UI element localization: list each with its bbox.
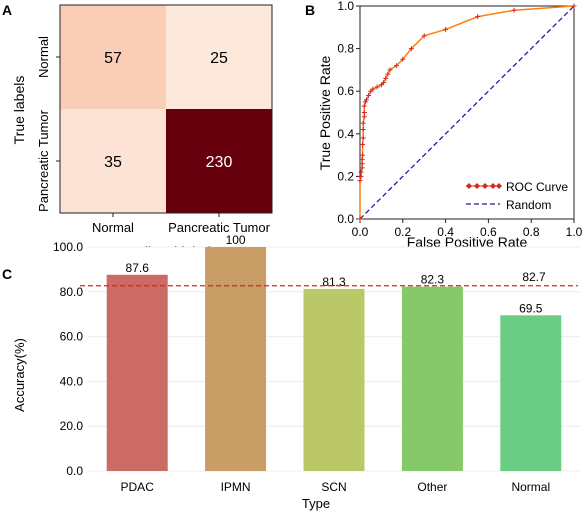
roc-point — [385, 71, 391, 77]
bar-y-tick: 20.0 — [60, 419, 84, 433]
panel-label-a: A — [2, 2, 12, 18]
roc-point — [360, 141, 366, 147]
cm-cell-value: 230 — [206, 154, 233, 171]
bar-value-label: 82.3 — [421, 273, 445, 287]
bar-value-label: 81.3 — [322, 275, 346, 289]
roc-point — [370, 86, 376, 92]
bar-value-label: 100 — [226, 233, 246, 247]
roc-point — [359, 156, 365, 162]
roc-point — [366, 92, 372, 98]
roc-point — [359, 165, 365, 171]
roc-point — [443, 26, 449, 32]
legend-roc-marker — [466, 183, 472, 189]
panel-label-b: B — [305, 2, 315, 18]
roc-random-line — [359, 5, 575, 220]
cm-cell-value: 35 — [104, 154, 122, 171]
roc-y-tick: 0.6 — [337, 84, 354, 98]
bar-ylabel: Accuracy(%) — [12, 338, 27, 412]
bar-y-tick: 80.0 — [60, 285, 84, 299]
bar-y-tick: 40.0 — [60, 374, 84, 388]
roc-point — [374, 84, 380, 90]
bar-y-tick: 100.0 — [53, 240, 83, 254]
cm-cell-value: 57 — [104, 50, 122, 67]
roc-xlabel: False Positive Rate — [407, 234, 528, 250]
bar-x-tick: SCN — [321, 480, 346, 494]
roc-point — [408, 46, 414, 52]
roc-y-tick: 0.0 — [337, 212, 354, 226]
cm-ylabel: True labels — [11, 76, 27, 145]
roc-point — [571, 3, 577, 9]
bar-x-tick: Normal — [511, 480, 550, 494]
bar-y-tick: 60.0 — [60, 330, 84, 344]
roc-point — [360, 120, 366, 126]
roc-y-tick: 0.2 — [337, 169, 354, 183]
roc-point — [511, 7, 517, 13]
roc-point — [361, 110, 367, 115]
bar-xlabel: Type — [302, 496, 330, 511]
legend-roc-marker — [496, 183, 502, 189]
legend-roc-marker — [490, 183, 496, 189]
cm-frame — [59, 4, 273, 214]
bar — [303, 288, 365, 471]
cm-x-tick: Normal — [92, 220, 134, 235]
roc-x-tick: 0.4 — [437, 225, 454, 239]
roc-x-tick: 0.8 — [523, 225, 540, 239]
roc-point — [361, 114, 367, 120]
roc-x-tick: 1.0 — [566, 225, 583, 239]
roc-point — [360, 135, 366, 141]
cm-cell — [166, 5, 272, 109]
cm-cell — [60, 5, 166, 109]
cm-y-tick: Pancreatic Tumor — [36, 109, 51, 212]
roc-point — [360, 152, 366, 158]
bar — [106, 274, 168, 471]
roc-point — [475, 14, 481, 20]
roc-point — [421, 33, 427, 39]
bar-x-tick: IPMN — [221, 480, 251, 494]
cm-x-tick: Pancreatic Tumor — [168, 220, 271, 235]
bar-value-label: 87.6 — [126, 261, 150, 275]
roc-y-tick: 1.0 — [337, 0, 354, 13]
accuracy-bar-chart: 0.0 20.0 40.0 60.0 80.0 100.0 87.6 PDAC 100 IPMN 8… — [53, 233, 580, 494]
bar-value-label: 69.5 — [519, 301, 543, 315]
legend-roc-marker — [482, 183, 488, 189]
cm-cell-value: 25 — [210, 50, 228, 67]
bar — [401, 286, 463, 471]
roc-point — [360, 127, 366, 133]
bar-y-tick: 0.0 — [66, 464, 83, 478]
legend-roc-label: ROC Curve — [506, 180, 568, 194]
cm-cell — [60, 109, 166, 213]
roc-y-tick: 0.4 — [337, 127, 354, 141]
roc-point — [400, 56, 406, 62]
roc-chart: 0.0 0.2 0.4 0.6 0.8 1.0 0.0 0.2 0.4 0.6 0.8 1.0 ROC … — [337, 0, 582, 239]
roc-point — [381, 80, 387, 86]
panel-label-c: C — [2, 266, 12, 282]
legend-random-label: Random — [506, 198, 551, 212]
bar — [205, 247, 267, 471]
legend-roc-marker — [474, 183, 480, 189]
roc-ylabel: True Positive Rate — [317, 55, 333, 170]
roc-x-tick: 0.6 — [480, 225, 497, 239]
roc-y-tick: 0.8 — [337, 42, 354, 56]
mean-reference-label: 82.7 — [522, 270, 546, 284]
bar — [500, 315, 562, 471]
roc-point — [387, 67, 393, 73]
roc-point — [358, 173, 364, 179]
roc-point — [359, 161, 365, 167]
roc-point — [393, 63, 399, 69]
roc-point — [383, 75, 389, 81]
confusion-matrix: 57 25 35 230 Normal Pancreatic Tumor Normal Pan… — [36, 4, 273, 235]
cm-cell — [166, 109, 272, 213]
roc-point — [361, 103, 367, 109]
roc-point — [357, 216, 363, 222]
bar-x-tick: Other — [417, 480, 447, 494]
cm-y-tick: Normal — [36, 36, 51, 78]
roc-point — [357, 178, 363, 184]
roc-x-tick: 0.2 — [394, 225, 411, 239]
bar-x-tick: PDAC — [121, 480, 155, 494]
roc-point — [358, 169, 364, 175]
roc-point — [363, 97, 369, 103]
roc-x-tick: 0.0 — [352, 225, 369, 239]
